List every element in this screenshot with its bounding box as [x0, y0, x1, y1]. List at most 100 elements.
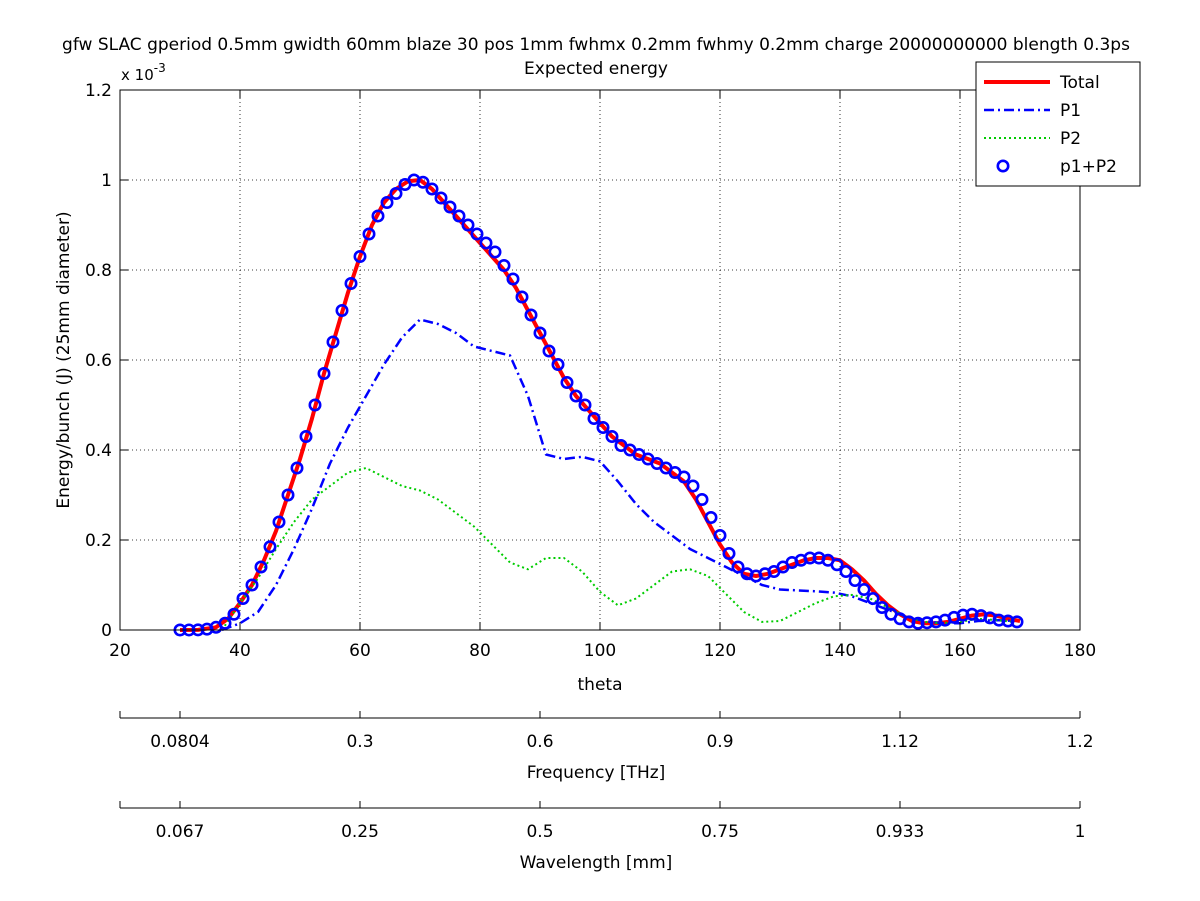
secondary-tick-label: 0.5: [526, 822, 553, 842]
data-point-marker: [263, 540, 277, 554]
data-point-marker: [452, 209, 466, 223]
data-point-marker: [371, 209, 385, 223]
legend-items: Total P1 P2 p1+P2: [984, 73, 1117, 177]
data-point-marker: [857, 582, 871, 596]
data-point-marker: [578, 398, 592, 412]
data-point-marker: [560, 375, 574, 389]
data-point-marker: [839, 564, 853, 578]
data-point-marker: [875, 600, 889, 614]
legend-item: Total: [984, 73, 1100, 93]
series-line: [179, 178, 1021, 632]
data-point-marker: [1001, 614, 1015, 628]
y-multiplier-exponent: -3: [154, 61, 166, 75]
data-point-marker: [956, 608, 970, 622]
data-point-marker: [353, 250, 367, 264]
data-point-marker: [731, 560, 745, 574]
data-point-marker: [461, 218, 475, 232]
data-point-marker: [524, 308, 538, 322]
y-multiplier-base: x 10: [121, 66, 154, 84]
data-point-marker: [830, 558, 844, 572]
data-point-marker: [425, 182, 439, 196]
data-point-marker: [236, 591, 250, 605]
x-tick-label: 100: [584, 641, 616, 661]
grid-lines: [120, 90, 1080, 630]
secondary-tick-label: 1: [1075, 822, 1086, 842]
data-point-marker: [443, 200, 457, 214]
data-point-marker: [515, 290, 529, 304]
secondary-tick-label: 0.067: [156, 822, 205, 842]
secondary-tick-label: 0.0804: [150, 732, 209, 752]
series-line: [221, 318, 1015, 632]
data-point-marker: [992, 613, 1006, 627]
y-tick-label: 1: [101, 171, 112, 191]
data-point-marker: [326, 335, 340, 349]
x-tick-label: 160: [944, 641, 976, 661]
data-point-marker: [497, 258, 511, 272]
y-tick-label: 0.4: [85, 441, 112, 461]
data-point-marker: [308, 398, 322, 412]
data-point-marker: [848, 573, 862, 587]
legend-label: Total: [1059, 73, 1100, 93]
secondary-tick-label: 0.9: [706, 732, 733, 752]
secondary-axis-2: 0.067 0.25 0.5 0.75 0.933 1 Wavelength [mm]: [119, 801, 1086, 873]
data-point-marker: [569, 389, 583, 403]
data-point-marker: [281, 488, 295, 502]
data-point-marker: [416, 175, 430, 189]
x-tick-label: 140: [824, 641, 856, 661]
legend-item: p1+P2: [996, 157, 1117, 177]
data-point-marker: [434, 191, 448, 205]
data-point-marker: [380, 196, 394, 210]
y-tick-label: 0.8: [85, 261, 112, 281]
x-tick-label: 60: [349, 641, 371, 661]
plot-area: 20 40 60 80 100 120 140 160 180 0 0.2 0.4 0.6 0.8 1 1.2: [85, 81, 1096, 661]
secondary-axis-label: Wavelength [mm]: [520, 853, 673, 873]
data-point-marker: [677, 470, 691, 484]
x-tick-label: 40: [229, 641, 251, 661]
axis-ticks: 20 40 60 80 100 120 140 160 180 0 0.2 0.4 0.6 0.8 1 1.2: [85, 81, 1096, 661]
data-point-marker: [605, 429, 619, 443]
data-point-marker: [272, 515, 286, 529]
data-point-marker: [290, 461, 304, 475]
legend-item: P2: [984, 129, 1081, 149]
secondary-tick-label: 0.75: [701, 822, 739, 842]
data-point-marker: [722, 546, 736, 560]
data-point-marker: [695, 492, 709, 506]
secondary-tick-label: 1.2: [1066, 732, 1093, 752]
secondary-tick-label: 1.12: [881, 732, 919, 752]
data-point-marker: [254, 560, 268, 574]
data-point-marker: [506, 272, 520, 286]
secondary-tick-label: 0.3: [346, 732, 373, 752]
series-p1: [221, 318, 1015, 632]
chart-subtitle: Expected energy: [524, 59, 668, 79]
secondary-axis-label: Frequency [THz]: [527, 763, 666, 783]
chart-title: gfw SLAC gperiod 0.5mm gwidth 60mm blaze…: [62, 35, 1130, 55]
data-point-marker: [470, 227, 484, 241]
data-point-marker: [542, 344, 556, 358]
data-point-marker: [803, 551, 817, 565]
x-tick-label: 80: [469, 641, 491, 661]
legend-label: P2: [1060, 129, 1081, 149]
legend-label: p1+P2: [1060, 157, 1117, 177]
y-multiplier: x 10-3: [121, 61, 166, 84]
data-point-marker: [587, 411, 601, 425]
data-point-marker: [335, 303, 349, 317]
y-axis-label: Energy/bunch (J) (25mm diameter): [54, 211, 74, 508]
legend-item: P1: [984, 101, 1081, 121]
secondary-tick-label: 0.6: [526, 732, 553, 752]
secondary-axis-1: 0.0804 0.3 0.6 0.9 1.12 1.2 Frequency [THz]: [119, 711, 1094, 783]
data-point-marker: [920, 616, 934, 630]
y-tick-label: 0.2: [85, 531, 112, 551]
data-point-marker: [245, 578, 259, 592]
data-point-marker: [344, 276, 358, 290]
data-point-marker: [317, 366, 331, 380]
data-point-marker: [866, 591, 880, 605]
legend: Total P1 P2 p1+P2: [975, 61, 1141, 187]
x-tick-label: 20: [109, 641, 131, 661]
data-point-marker: [911, 616, 925, 630]
secondary-tick-label: 0.25: [341, 822, 379, 842]
data-point-marker: [1010, 615, 1024, 629]
series-total: [179, 178, 1021, 632]
data-point-marker: [551, 357, 565, 371]
